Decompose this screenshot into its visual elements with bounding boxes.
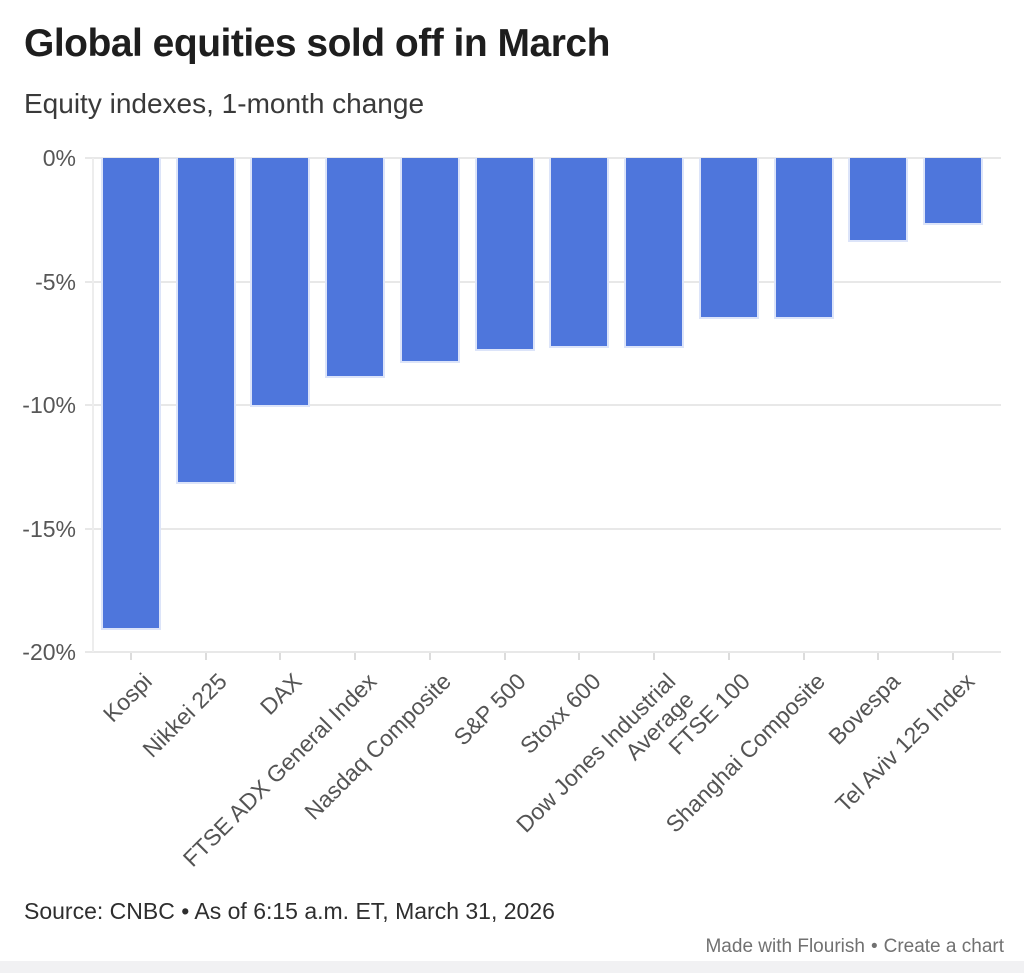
gridline--5% xyxy=(85,280,1001,283)
bar-dow-jones-industrial-average[interactable] xyxy=(624,158,685,349)
gridline--15% xyxy=(85,527,1001,530)
x-axis-tick xyxy=(653,653,656,660)
x-axis-tick xyxy=(204,653,207,660)
gridline--10% xyxy=(85,404,1001,406)
bar-dax[interactable] xyxy=(250,158,311,408)
bar-stoxx-600[interactable] xyxy=(549,158,610,349)
gridline--20% xyxy=(85,651,1001,653)
page-subtitle: Equity indexes, 1-month change xyxy=(24,88,425,119)
bar-nasdaq-composite[interactable] xyxy=(399,158,460,363)
bar-ftse-100[interactable] xyxy=(698,158,759,319)
x-axis-tick xyxy=(727,653,730,660)
y-axis-label: -10% xyxy=(22,392,76,418)
y-axis-label: -5% xyxy=(35,268,76,295)
made-with-flourish-link[interactable]: Made with Flourish xyxy=(705,936,865,957)
bar-chart-plot-area: 0% -5% -10% -15% -20% Kospi Nikkei 225 DAX FTSE … xyxy=(22,145,1001,872)
x-axis-tick xyxy=(802,653,805,660)
y-axis-label: -15% xyxy=(22,515,76,542)
x-axis-tick xyxy=(354,653,357,660)
credit-separator: • xyxy=(870,936,878,957)
source-text: Source: CNBC • As of 6:15 a.m. ET, March… xyxy=(24,898,555,924)
bar-bovespa[interactable] xyxy=(848,158,909,242)
bar-kospi[interactable] xyxy=(101,158,161,630)
x-axis-tick xyxy=(130,653,132,660)
bar-ftse-adx-general-index[interactable] xyxy=(325,158,386,378)
x-axis-tick xyxy=(279,653,282,660)
x-axis-tick xyxy=(951,653,954,660)
x-axis-label-kospi: Kospi xyxy=(98,668,158,728)
bar-shanghai-composite[interactable] xyxy=(773,158,834,319)
x-axis-label-nasdaq-composite: Nasdaq Composite xyxy=(299,668,457,825)
gridline-0% xyxy=(85,157,1001,159)
bar-nikkei-225[interactable] xyxy=(175,158,236,485)
x-axis-label-dax: DAX xyxy=(255,668,307,720)
x-axis-label-tel-aviv-125-index: Tel Aviv 125 Index xyxy=(830,668,980,818)
y-axis-line xyxy=(92,158,94,652)
bar-tel-aviv-125-index[interactable] xyxy=(922,158,983,225)
x-axis-tick xyxy=(428,653,431,660)
y-axis-label: 0% xyxy=(42,145,76,171)
x-axis-label-dow-jones-industrial-average: Dow Jones Industrial Average xyxy=(511,668,699,838)
bar-s-p-500[interactable] xyxy=(474,158,535,351)
bottom-strip xyxy=(0,961,1024,973)
x-axis-tick xyxy=(877,653,880,660)
y-axis-label: -20% xyxy=(22,639,76,665)
x-axis-tick xyxy=(503,653,506,660)
flourish-credit: Made with Flourish • Create a chart xyxy=(705,936,1004,958)
create-a-chart-link[interactable]: Create a chart xyxy=(883,936,1004,957)
page-title: Global equities sold off in March xyxy=(24,22,610,65)
x-axis-tick xyxy=(578,653,581,660)
